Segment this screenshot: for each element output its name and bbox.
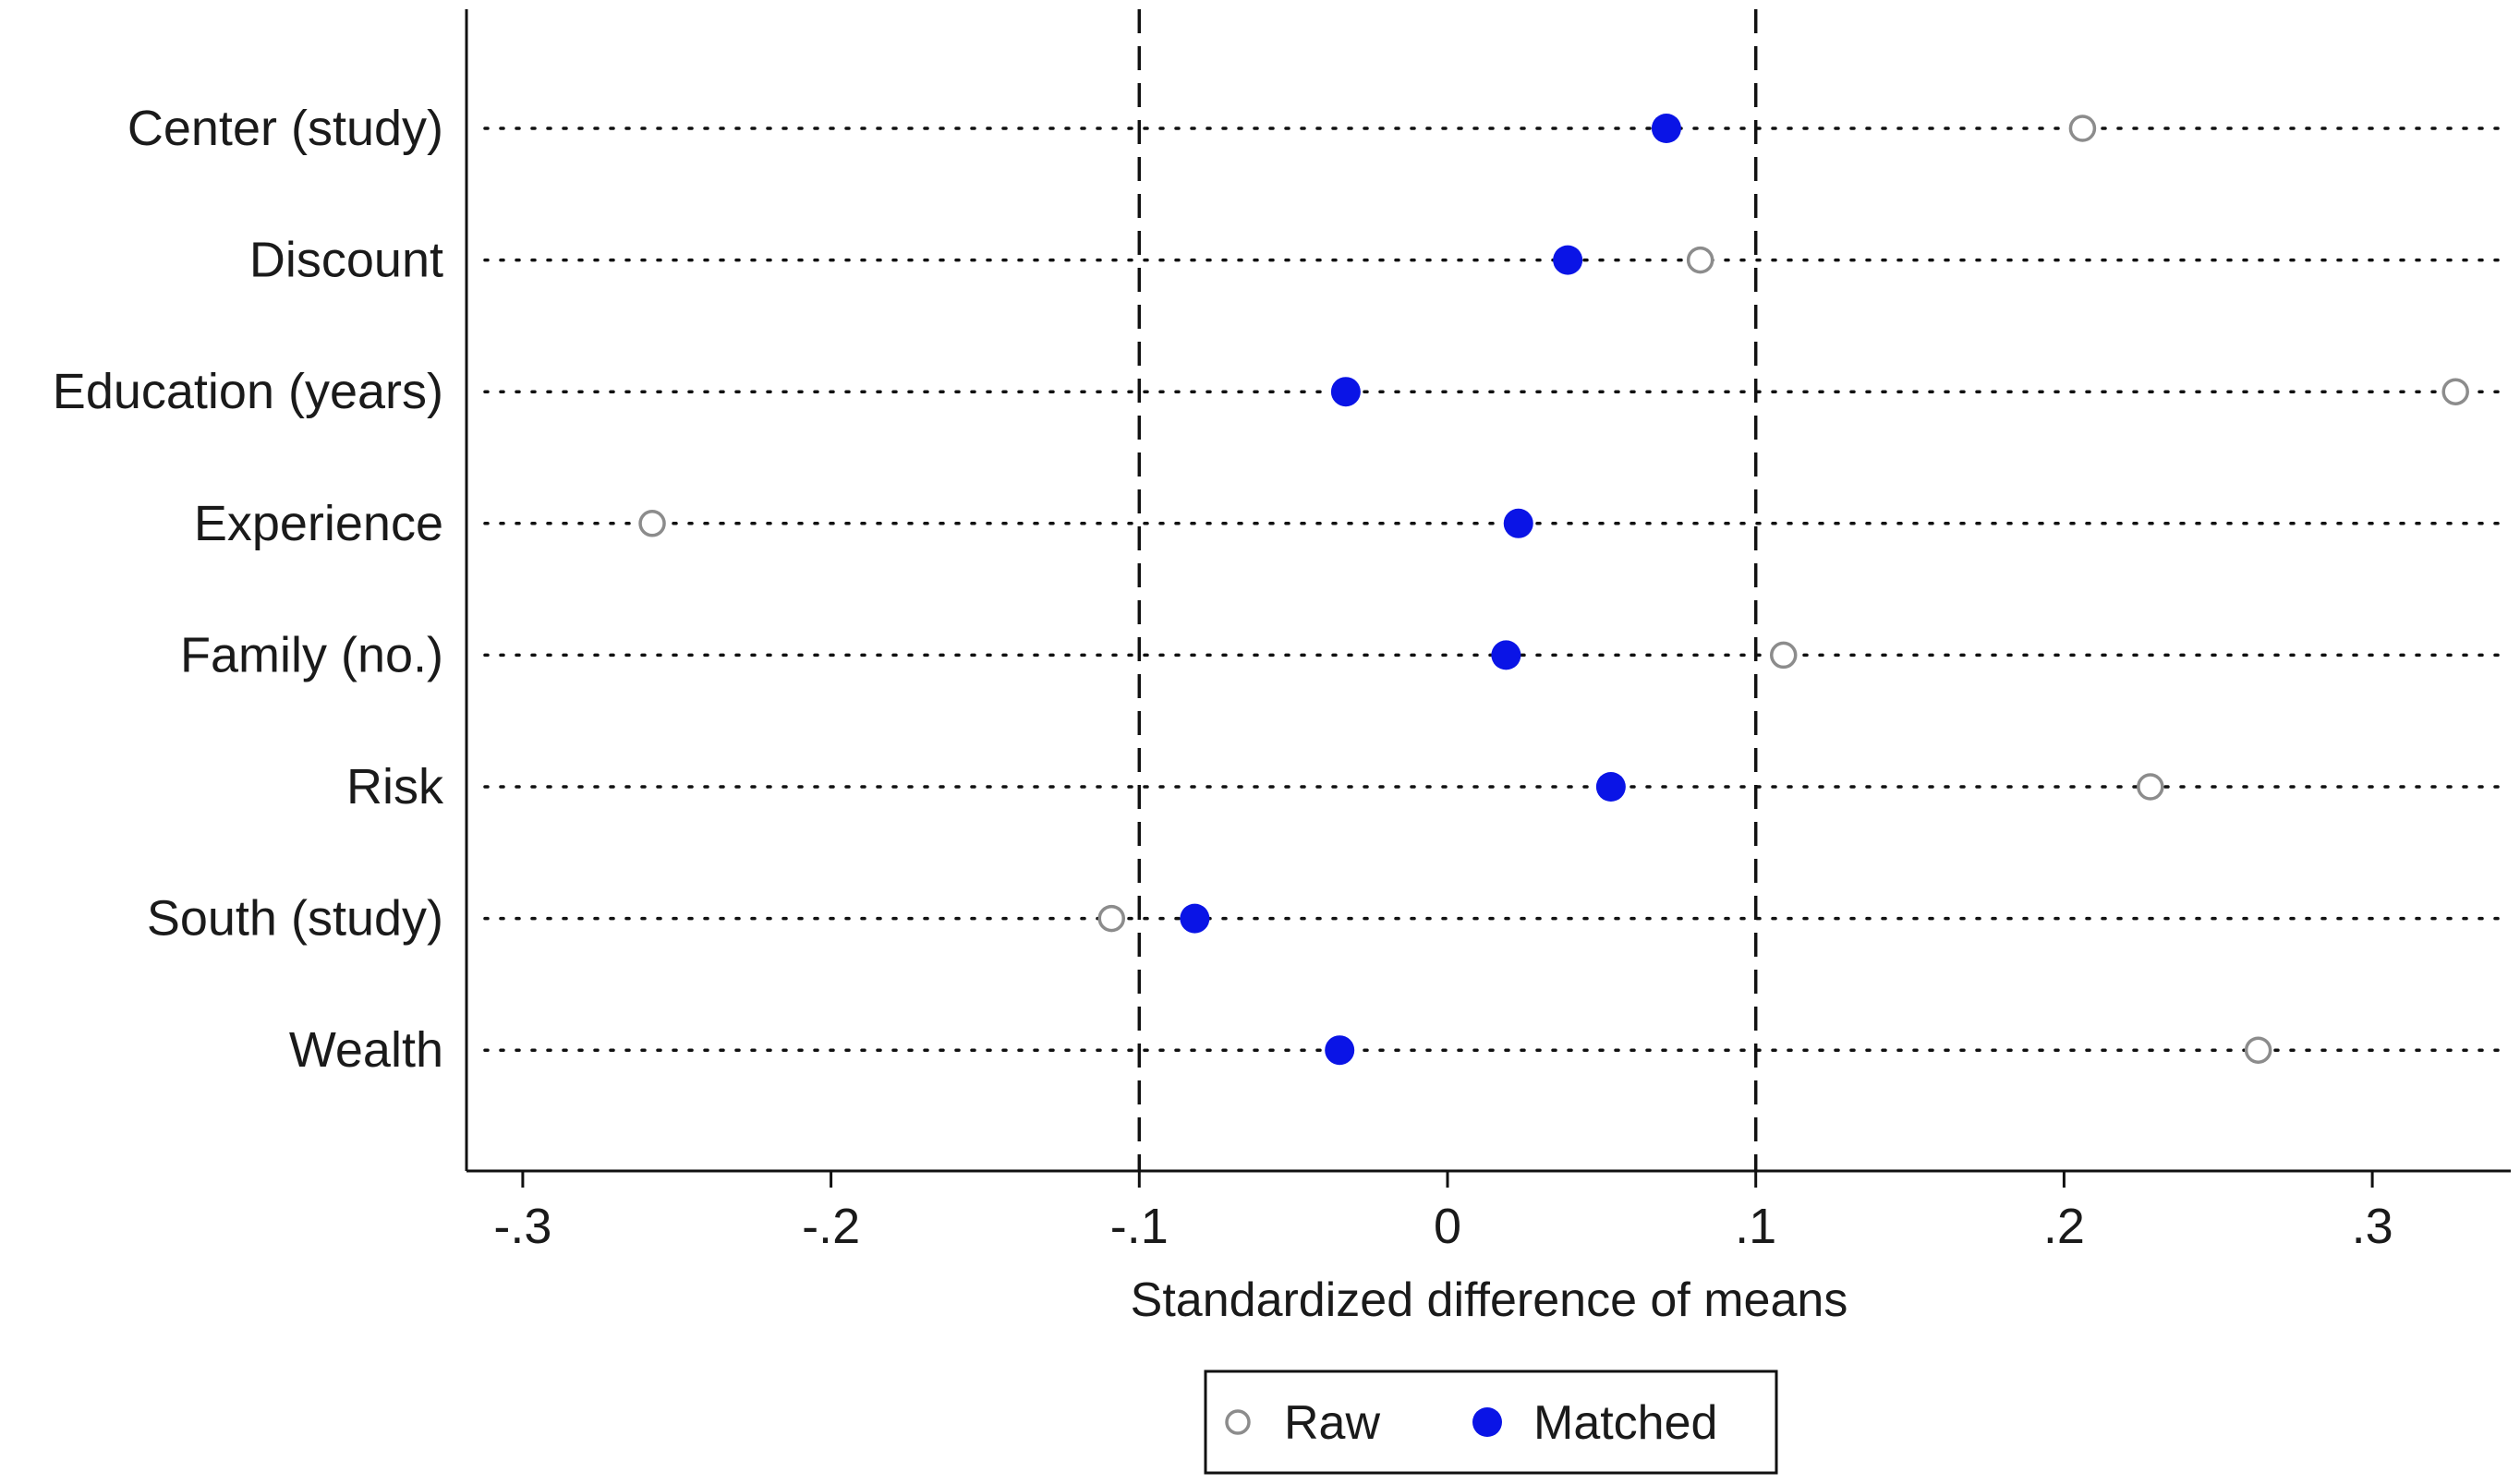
matched-point-1 [1553,245,1583,275]
raw-point-5 [2137,773,2164,801]
matched-point-0 [1651,114,1681,143]
category-label: Experience [194,496,443,551]
raw-point-4 [1769,641,1798,670]
legend: Raw Matched [1204,1369,1778,1475]
category-label: Education (years) [53,364,443,419]
x-axis-title: Standardized difference of means [1131,1273,1848,1327]
x-tick-label: .2 [2043,1199,2085,1254]
raw-point-1 [1686,246,1714,274]
matched-point-3 [1503,508,1533,538]
category-label: South (study) [147,891,443,947]
category-label: Wealth [289,1022,443,1078]
legend-matched-label: Matched [1533,1396,1717,1450]
reference-lines [1137,9,1758,1171]
x-tick-label: -.1 [1110,1199,1169,1254]
legend-raw-label: Raw [1284,1396,1380,1450]
matched-point-4 [1491,640,1521,670]
x-tick-label: -.3 [493,1199,551,1254]
category-labels: Center (study) Discount Education (years) E… [53,101,444,1078]
raw-point-3 [638,510,666,537]
raw-point-0 [2068,115,2097,142]
matched-point-7 [1325,1035,1355,1066]
x-tick-label: 0 [1434,1199,1461,1254]
raw-point-2 [2441,378,2469,405]
matched-point-5 [1595,772,1626,802]
legend-matched-marker [1472,1407,1502,1437]
raw-point-7 [2244,1036,2272,1064]
matched-point-6 [1180,903,1210,934]
x-axis-ticks: -.3 -.2 -.1 0 .1 .2 .3 [493,1171,2393,1254]
axes [465,9,2511,1173]
category-label: Center (study) [127,101,443,156]
legend-raw-marker [1225,1409,1251,1435]
category-label: Risk [346,759,444,814]
data-points [638,114,2469,1066]
x-tick-label: -.2 [802,1199,860,1254]
row-gridlines [483,127,2505,1052]
raw-point-6 [1097,904,1126,933]
category-label: Family (no.) [180,627,443,682]
x-tick-label: .1 [1735,1199,1776,1254]
matched-point-2 [1330,377,1361,407]
category-label: Discount [249,233,443,288]
x-tick-label: .3 [2352,1199,2393,1254]
